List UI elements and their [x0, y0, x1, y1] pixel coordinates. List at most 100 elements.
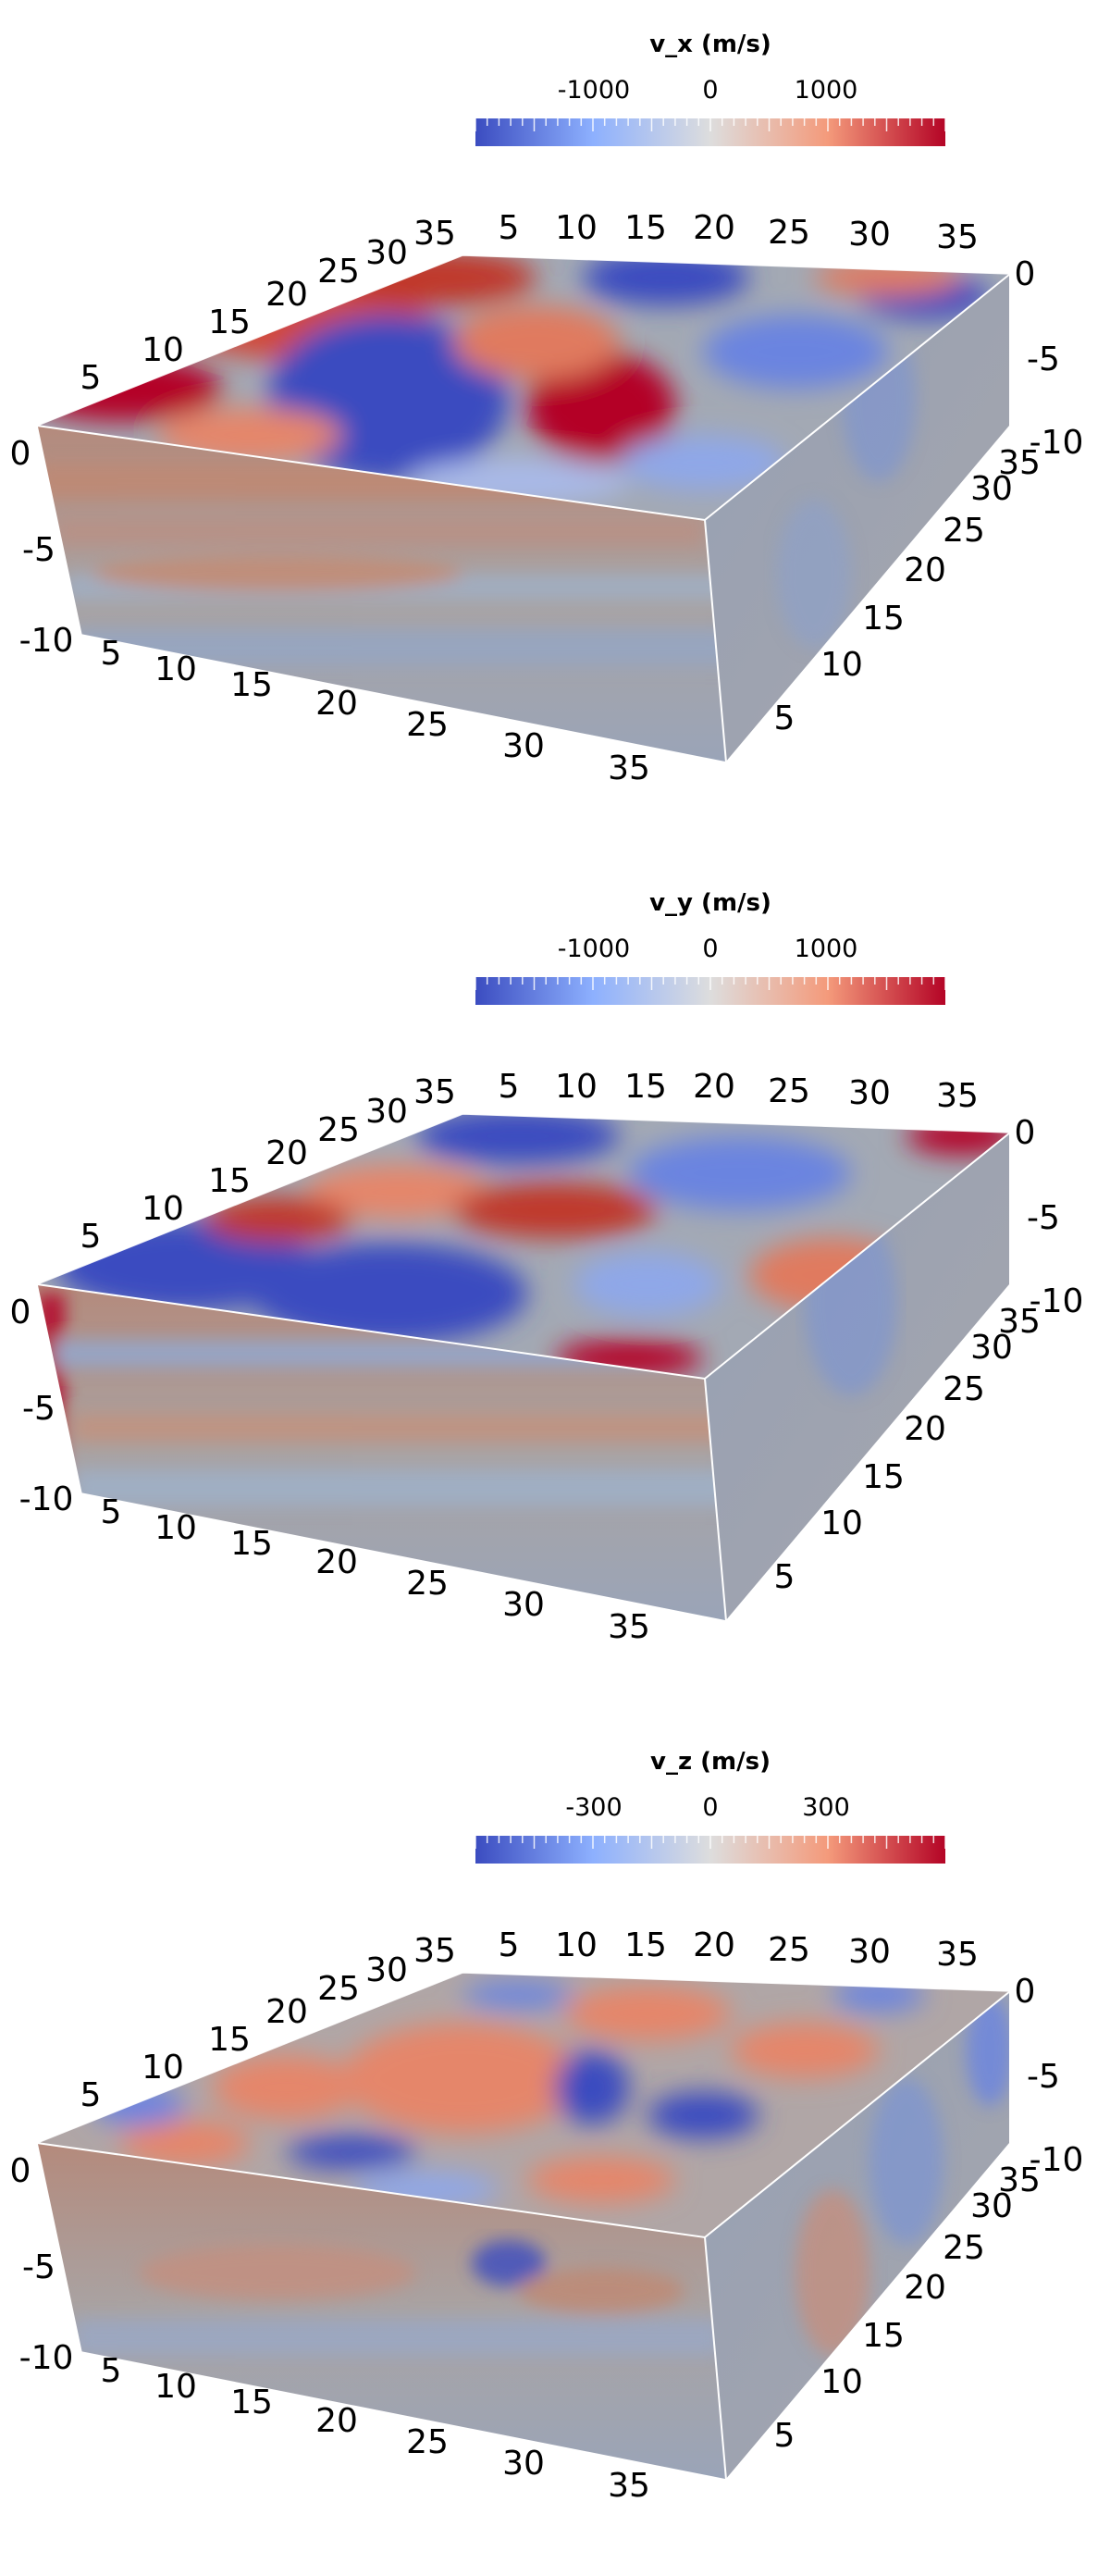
y-tick: 15 [862, 1458, 905, 1496]
x-tick: 30 [848, 216, 891, 254]
colorbar-title: v_z (m/s) [650, 1748, 771, 1776]
x-tick: 20 [315, 2402, 358, 2440]
x-tick: 35 [936, 1936, 979, 1974]
colorbar-tick: 1000 [795, 935, 858, 963]
y-tick: 10 [142, 2049, 184, 2087]
y-tick: 35 [998, 2161, 1041, 2199]
z-tick: -10 [1030, 2141, 1084, 2179]
x-tick: 15 [624, 1926, 667, 1964]
colorbar-tick: -1000 [558, 935, 630, 963]
x-tick: 15 [624, 209, 667, 247]
y-tick: 20 [265, 1134, 308, 1172]
y-axis-side: 5 10 15 20 25 30 35 [774, 444, 1041, 737]
y-axis: 5 10 15 20 25 30 35 [80, 1932, 456, 2114]
z-axis: 0 -5 -10 0 -5 -10 [10, 1973, 1084, 2377]
z-tick: -10 [19, 1480, 74, 1518]
x-tick: 5 [101, 2352, 122, 2390]
z-tick: 0 [1015, 1973, 1036, 2011]
y-tick: 25 [943, 512, 985, 550]
velocity-volume [36, 1972, 1011, 2481]
x-tick: 25 [406, 1565, 449, 1603]
z-tick: 0 [10, 1294, 31, 1331]
z-tick: -5 [22, 1390, 56, 1428]
panel-vz: v_z (m/s) -300 0 30 0 [0, 1717, 1110, 2576]
z-tick: -5 [22, 531, 56, 569]
z-tick: -10 [1030, 424, 1084, 462]
x-tick: 10 [154, 1509, 197, 1547]
y-tick: 10 [142, 331, 184, 369]
z-tick: -10 [19, 622, 74, 660]
z-axis: 0 -5 -10 0 -5 -10 [10, 1114, 1084, 1518]
x-tick: 35 [608, 1608, 650, 1646]
y-tick: 25 [317, 1970, 360, 2008]
x-tick: 30 [502, 1586, 545, 1624]
x-tick: 30 [502, 2445, 545, 2483]
y-tick: 10 [142, 1190, 184, 1228]
x-axis: 5 10 15 20 25 30 35 [499, 209, 979, 256]
z-tick: 0 [1015, 255, 1036, 293]
x-tick: 25 [768, 1072, 810, 1110]
colorbar-title: v_y (m/s) [649, 889, 771, 917]
colorbar: v_y (m/s) -1000 0 1000 [475, 889, 946, 1005]
colorbar-title: v_x (m/s) [649, 31, 771, 58]
y-tick: 25 [943, 2229, 985, 2267]
y-axis-side: 5 10 15 20 25 30 35 [774, 1303, 1041, 1596]
y-tick: 20 [265, 276, 308, 314]
y-tick: 20 [265, 1993, 308, 2031]
x-tick: 15 [230, 1525, 273, 1563]
x-tick: 15 [230, 666, 273, 704]
x-tick: 25 [768, 214, 810, 252]
y-tick: 5 [80, 359, 102, 397]
velocity-volume [36, 1113, 1011, 1622]
x-axis-front: 5 10 15 20 25 30 35 [101, 635, 650, 787]
z-tick: -5 [1027, 2058, 1060, 2096]
x-tick: 35 [936, 218, 979, 256]
y-tick: 30 [365, 234, 408, 272]
y-tick: 15 [208, 303, 251, 341]
z-tick: -5 [22, 2248, 56, 2286]
y-tick: 25 [943, 1370, 985, 1408]
y-tick: 25 [317, 253, 360, 291]
z-tick: -5 [1027, 341, 1060, 378]
x-axis: 5 10 15 20 25 30 35 [499, 1926, 979, 1974]
x-tick: 10 [154, 650, 197, 688]
x-axis-front: 5 10 15 20 25 30 35 [101, 1493, 650, 1646]
y-tick: 35 [413, 215, 456, 253]
x-tick: 30 [848, 1074, 891, 1112]
x-tick: 30 [502, 727, 545, 765]
x-tick: 20 [693, 1926, 735, 1964]
y-tick: 35 [998, 444, 1041, 482]
y-tick: 35 [998, 1303, 1041, 1341]
x-axis: 5 10 15 20 25 30 35 [499, 1068, 979, 1115]
y-axis-side: 5 10 15 20 25 30 35 [774, 2161, 1041, 2455]
y-tick: 15 [862, 600, 905, 638]
y-tick: 5 [774, 2417, 796, 2455]
z-tick: 0 [10, 2152, 31, 2190]
y-tick: 35 [413, 1932, 456, 1970]
z-tick: -10 [1030, 1282, 1084, 1320]
x-tick: 10 [555, 1926, 598, 1964]
x-tick: 10 [154, 2368, 197, 2406]
colorbar-tick: -300 [565, 1793, 622, 1822]
x-tick: 5 [101, 635, 122, 673]
z-axis: 0 -5 -10 0 -5 -10 [10, 255, 1084, 660]
z-tick: 0 [1015, 1114, 1036, 1152]
x-tick: 5 [499, 209, 520, 247]
x-tick: 25 [406, 2423, 449, 2461]
y-tick: 25 [317, 1111, 360, 1149]
colorbar-tick: 0 [702, 76, 718, 105]
y-tick: 15 [208, 1162, 251, 1200]
colorbar-tick: 0 [702, 935, 718, 963]
x-tick: 20 [315, 1543, 358, 1581]
velocity-volume [36, 254, 1011, 763]
z-tick: -10 [19, 2339, 74, 2377]
x-tick: 35 [608, 749, 650, 787]
x-tick: 35 [608, 2467, 650, 2505]
x-tick: 5 [499, 1926, 520, 1964]
y-tick: 5 [80, 1218, 102, 1256]
y-tick: 30 [970, 1329, 1013, 1367]
y-tick: 5 [80, 2076, 102, 2114]
y-tick: 10 [820, 1505, 863, 1542]
y-tick: 30 [365, 1951, 408, 1989]
y-tick: 20 [904, 551, 946, 589]
